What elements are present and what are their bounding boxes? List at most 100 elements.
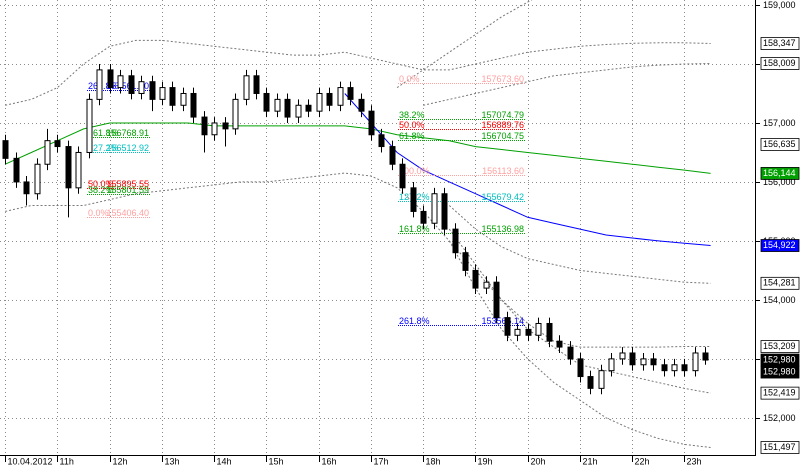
x-tick-label: 17h xyxy=(374,456,389,466)
x-tick-label: 18h xyxy=(426,456,441,466)
candle-body xyxy=(671,364,678,372)
candle-body xyxy=(598,370,605,389)
x-tick-label: 11h xyxy=(60,456,74,466)
price-marker-label: 154,922 xyxy=(763,240,796,250)
price-marker-label: 156,635 xyxy=(763,139,796,149)
price-marker xyxy=(760,340,800,353)
candle-body xyxy=(441,193,448,230)
candle-body xyxy=(420,210,427,224)
candle-body xyxy=(640,358,647,366)
candle-body xyxy=(2,140,9,159)
candle-body xyxy=(535,322,542,336)
price-marker xyxy=(760,37,800,50)
fib-percent: 161.8% xyxy=(88,128,119,138)
candle-body xyxy=(169,87,176,106)
candle-body xyxy=(368,110,375,136)
candle-body xyxy=(619,352,626,360)
fib-percent: 50.0% xyxy=(399,120,425,130)
price-marker xyxy=(760,386,800,400)
y-tick-label: 156,000 xyxy=(763,177,796,187)
candle-body xyxy=(629,352,636,366)
moving-average xyxy=(4,122,711,174)
candle-body xyxy=(358,98,365,112)
y-tick-label: 154,000 xyxy=(763,295,796,305)
price-marker xyxy=(760,276,800,290)
y-tick-label: 157,000 xyxy=(763,118,796,128)
fib-percent: 0.0% xyxy=(88,208,109,218)
x-tick-label: 20h xyxy=(531,456,546,466)
fib-percent: 100.0% xyxy=(399,166,430,176)
candle-body xyxy=(378,134,385,148)
y-tick-label: 159,000 xyxy=(763,0,796,10)
price-marker-label: 151,497 xyxy=(763,442,796,452)
price-marker-label: 152,419 xyxy=(763,388,796,398)
fib-percent: 38.2% xyxy=(88,185,114,195)
fib-price: 157074.79 xyxy=(481,110,524,120)
candle-body xyxy=(514,328,521,336)
fib-percent: 61.8% xyxy=(399,131,425,141)
candle-body xyxy=(159,87,166,100)
price-marker-label: 156,144 xyxy=(763,168,796,178)
plot-area: 261.8%157561.70161.8%156768.91127.2%1565… xyxy=(2,0,711,448)
axis-labels: 159,000158,000157,000156,000155,000154,0… xyxy=(5,0,800,466)
candle-body xyxy=(305,104,312,112)
candle-body xyxy=(326,92,333,106)
price-marker-label: 154,281 xyxy=(763,278,796,288)
fib-price: 155895.55 xyxy=(106,179,149,189)
candle-body xyxy=(347,87,354,100)
candle-body xyxy=(681,364,688,372)
x-tick-label: 22h xyxy=(635,456,650,466)
fib-percent: 38.2% xyxy=(399,110,425,120)
fib-price: 156704.75 xyxy=(481,131,524,141)
candle-body xyxy=(337,87,344,106)
candle-body xyxy=(34,163,41,195)
fib-price: 153566.14 xyxy=(481,316,524,326)
candle-body xyxy=(222,122,229,130)
candle-body xyxy=(661,364,668,372)
candle-body xyxy=(493,281,500,319)
band-line xyxy=(448,240,711,448)
candle-body xyxy=(692,352,699,372)
x-tick-label: 19h xyxy=(478,456,493,466)
candle-body xyxy=(232,98,239,130)
price-marker xyxy=(760,138,800,151)
candle-body xyxy=(201,116,208,136)
candle-body xyxy=(128,75,135,94)
moving-average xyxy=(344,93,711,246)
candle-body xyxy=(149,81,156,100)
candle-body xyxy=(65,146,72,189)
fib-percent: 50.0% xyxy=(88,179,114,189)
candle-body xyxy=(284,98,291,118)
band-line xyxy=(448,205,711,284)
fib-price: 156768.91 xyxy=(106,128,149,138)
candle-body xyxy=(462,252,469,271)
price-marker xyxy=(760,365,800,379)
candle-body xyxy=(702,352,709,361)
candle-body xyxy=(608,358,615,372)
fib-percent: 127.2% xyxy=(88,143,119,153)
candle-body xyxy=(577,358,584,378)
candle-body xyxy=(253,75,260,94)
price-marker xyxy=(760,167,800,180)
candle-body xyxy=(316,92,323,112)
candle-body xyxy=(13,157,20,183)
candle-body xyxy=(54,140,61,148)
fib-percent: 261.8% xyxy=(88,81,119,91)
fib-price: 155406.40 xyxy=(106,208,149,218)
candle-body xyxy=(650,358,657,366)
candle-body xyxy=(546,322,553,342)
candle-body xyxy=(86,98,93,153)
price-marker-label: 158,347 xyxy=(763,38,796,48)
x-tick-label: 12h xyxy=(113,456,128,466)
candle-body xyxy=(295,104,302,118)
fib-percent: 261.8% xyxy=(399,316,430,326)
candle-body xyxy=(211,122,218,136)
candle-body xyxy=(117,75,124,89)
fib-percent: 0.0% xyxy=(399,74,420,84)
candle-body xyxy=(472,269,479,289)
candle-body xyxy=(431,193,438,224)
candle-body xyxy=(243,75,250,100)
candle-body xyxy=(556,340,563,348)
